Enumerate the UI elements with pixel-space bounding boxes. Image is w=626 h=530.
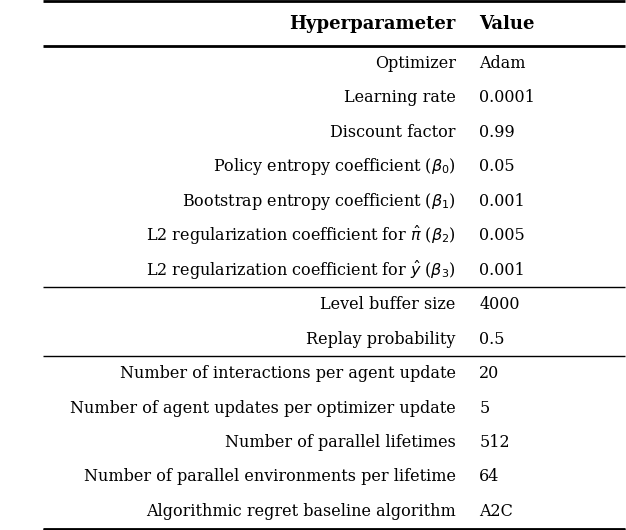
Text: L2 regularization coefficient for $\hat{y}$ ($\beta_3$): L2 regularization coefficient for $\hat{… xyxy=(146,259,456,281)
Text: Algorithmic regret baseline algorithm: Algorithmic regret baseline algorithm xyxy=(146,503,456,520)
Text: Discount factor: Discount factor xyxy=(331,124,456,141)
Text: L2 regularization coefficient for $\hat{\pi}$ ($\beta_2$): L2 regularization coefficient for $\hat{… xyxy=(146,224,456,247)
Text: Number of agent updates per optimizer update: Number of agent updates per optimizer up… xyxy=(70,400,456,417)
Text: Learning rate: Learning rate xyxy=(344,90,456,107)
Text: 20: 20 xyxy=(479,365,500,382)
Text: Number of interactions per agent update: Number of interactions per agent update xyxy=(120,365,456,382)
Text: Optimizer: Optimizer xyxy=(375,55,456,72)
Text: 4000: 4000 xyxy=(479,296,520,313)
Text: Number of parallel lifetimes: Number of parallel lifetimes xyxy=(225,434,456,451)
Text: 0.0001: 0.0001 xyxy=(479,90,535,107)
Text: Adam: Adam xyxy=(479,55,526,72)
Text: Bootstrap entropy coefficient ($\beta_1$): Bootstrap entropy coefficient ($\beta_1$… xyxy=(182,191,456,212)
Text: Policy entropy coefficient ($\beta_0$): Policy entropy coefficient ($\beta_0$) xyxy=(213,156,456,178)
Text: A2C: A2C xyxy=(479,503,513,520)
Text: Number of parallel environments per lifetime: Number of parallel environments per life… xyxy=(84,469,456,485)
Text: 0.005: 0.005 xyxy=(479,227,525,244)
Text: Value: Value xyxy=(479,15,535,33)
Text: Hyperparameter: Hyperparameter xyxy=(289,15,456,33)
Text: 512: 512 xyxy=(479,434,510,451)
Text: 0.5: 0.5 xyxy=(479,331,505,348)
Text: 0.05: 0.05 xyxy=(479,158,515,175)
Text: 5: 5 xyxy=(479,400,490,417)
Text: 0.001: 0.001 xyxy=(479,193,525,210)
Text: 64: 64 xyxy=(479,469,500,485)
Text: 0.99: 0.99 xyxy=(479,124,515,141)
Text: 0.001: 0.001 xyxy=(479,262,525,279)
Text: Level buffer size: Level buffer size xyxy=(321,296,456,313)
Text: Replay probability: Replay probability xyxy=(307,331,456,348)
